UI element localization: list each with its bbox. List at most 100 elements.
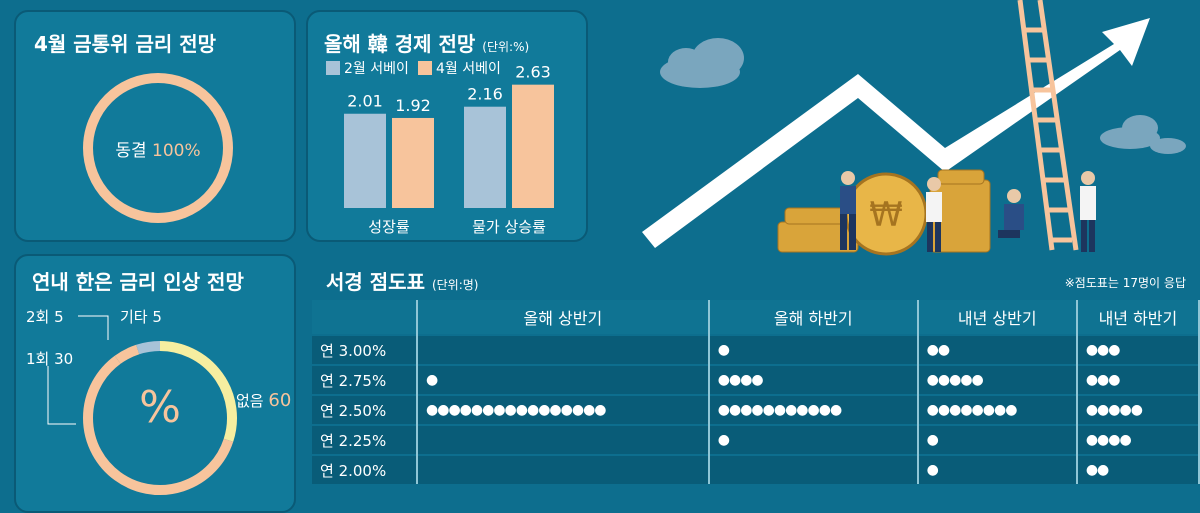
- panel-hike-outlook: 연내 한은 금리 인상 전망 % 2회 5 기타 5 1회 30 없음 60: [14, 254, 296, 513]
- growth-illustration: ₩: [642, 0, 1186, 256]
- dot-mark: ●: [1119, 402, 1131, 418]
- dot-mark: ●: [1085, 342, 1098, 358]
- dot-mark: ●: [937, 372, 950, 388]
- dot-mark: ●: [1108, 432, 1120, 448]
- row-label: 연 2.25%: [312, 424, 418, 455]
- header-row: 올해 상반기 올해 하반기 내년 상반기 내년 하반기: [312, 300, 1200, 335]
- dot-cell: ●: [917, 454, 1078, 484]
- dot-mark: ●: [426, 402, 438, 418]
- dot-mark: ●: [1085, 432, 1098, 448]
- dot-mark: ●: [818, 402, 831, 418]
- donut-ring: [83, 73, 233, 223]
- dot-mark: ●: [426, 372, 438, 388]
- row-label: 연 2.00%: [312, 454, 418, 484]
- dot-mark: ●: [1085, 462, 1098, 478]
- label-two-times: 2회 5: [26, 308, 64, 326]
- dot-mark: ●: [982, 402, 995, 418]
- category-label: 물가 상승률: [472, 218, 546, 236]
- dot-cell: ●: [417, 364, 710, 395]
- dot-cell: ●●: [917, 334, 1078, 365]
- dot-mark: ●: [926, 402, 939, 418]
- none-label: 없음: [236, 392, 264, 410]
- dot-mark: ●: [493, 402, 505, 418]
- dot-mark: ●: [728, 372, 741, 388]
- legend-swatch-feb: [326, 61, 340, 75]
- leader-line-one: [47, 366, 76, 425]
- dot-mark: ●: [773, 402, 786, 418]
- dot-mark: ●: [1130, 402, 1143, 418]
- bar-value-label: 1.92: [395, 96, 431, 115]
- dot-cell: ●●●●●: [1076, 394, 1200, 425]
- dot-mark: ●: [526, 402, 539, 418]
- dot-mark: ●: [926, 342, 939, 358]
- leader-lines: [47, 315, 109, 425]
- none-value: 60: [268, 390, 292, 411]
- legend-label-apr: 4월 서베이: [436, 61, 501, 77]
- dot-mark: ●: [1097, 432, 1109, 448]
- table-row: 연 2.25% ● ● ●●●●: [312, 424, 1200, 455]
- legend-swatch-apr: [418, 61, 432, 75]
- table-row: 연 3.00% ● ●● ●●●: [312, 334, 1200, 365]
- dot-mark: ●: [1108, 402, 1120, 418]
- dot-cell: ●●●●: [1076, 424, 1200, 455]
- dot-mark: ●: [717, 402, 730, 418]
- dot-mark: ●: [1085, 402, 1098, 418]
- dot-mark: ●: [949, 372, 961, 388]
- center-value: 100%: [152, 141, 201, 161]
- panel-title: 4월 금통위 금리 전망: [34, 32, 217, 56]
- dot-mark: ●: [594, 402, 606, 418]
- donut-center: 동결 100%: [78, 136, 238, 161]
- dot-mark: ●: [1119, 432, 1131, 448]
- bar-value-label: 2.01: [347, 92, 383, 111]
- decision-donut: [83, 73, 233, 223]
- dot-mark: ●: [448, 402, 460, 418]
- dot-mark: ●: [1085, 372, 1098, 388]
- donut-center: %: [139, 382, 181, 433]
- dot-mark: ●: [1097, 462, 1109, 478]
- dot-mark: ●: [807, 402, 820, 418]
- won-symbol-icon: ₩: [869, 195, 903, 235]
- dot-mark: ●: [1097, 372, 1109, 388]
- dot-mark: ●: [926, 462, 939, 478]
- title-unit: (단위:명): [431, 278, 479, 292]
- dot-cell: ●: [708, 334, 919, 365]
- panel-rate-decision: 4월 금통위 금리 전망 동결 100%: [14, 10, 296, 242]
- dot-cell: [708, 454, 919, 484]
- dot-mark: ●: [796, 402, 808, 418]
- hike-donut: [83, 341, 237, 495]
- donut-slice: [83, 355, 234, 495]
- panel-title: 연내 한은 금리 인상 전망: [32, 270, 244, 294]
- dot-mark: ●: [740, 402, 752, 418]
- dot-mark: ●: [1005, 402, 1017, 418]
- column-header: 내년 상반기: [917, 300, 1078, 335]
- dot-mark: ●: [560, 402, 573, 418]
- dot-cell: ●●: [1076, 454, 1200, 484]
- dot-mark: ●: [571, 402, 584, 418]
- table-row: 연 2.00% ● ●●: [312, 454, 1200, 484]
- dot-cell: ●: [708, 424, 919, 455]
- dot-cell: ●●●: [1076, 364, 1200, 395]
- people-icon: [840, 171, 1096, 252]
- title-text: 서경 점도표: [326, 270, 425, 294]
- dot-mark: ●: [1097, 402, 1109, 418]
- dot-mark: ●: [583, 402, 595, 418]
- dot-mark: ●: [728, 402, 741, 418]
- dot-mark: ●: [829, 402, 842, 418]
- dot-cell: ●●●●: [708, 364, 919, 395]
- dot-mark: ●: [482, 402, 494, 418]
- dot-mark: ●: [740, 372, 752, 388]
- dot-table-title: 서경 점도표 (단위:명): [326, 266, 478, 295]
- dot-cell: [417, 334, 710, 365]
- center-label: 동결: [115, 141, 147, 161]
- panel-title: 올해 韓 경제 전망 (단위:%): [324, 28, 529, 57]
- dot-mark: ●: [459, 402, 472, 418]
- title-text: 올해 韓 경제 전망: [324, 32, 476, 56]
- category-label: 성장률: [368, 218, 410, 236]
- dot-mark: ●: [762, 402, 775, 418]
- bar: [344, 113, 386, 208]
- table-row: 연 2.50% ●●●●●●●●●●●●●●●● ●●●●●●●●●●● ●●●●●●…: [312, 394, 1200, 425]
- dot-mark: ●: [549, 402, 561, 418]
- bar: [464, 106, 506, 208]
- row-label: 연 3.00%: [312, 334, 418, 365]
- bar: [512, 84, 554, 208]
